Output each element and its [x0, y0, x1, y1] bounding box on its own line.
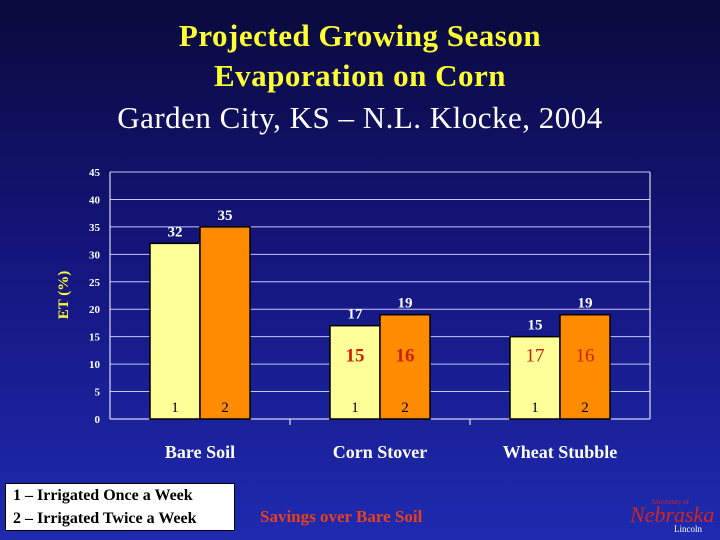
data-label: 35	[218, 208, 233, 224]
data-label: 15	[528, 318, 543, 334]
series-number-label: 1	[531, 400, 539, 416]
legend-line-2: 2 – Irrigated Twice a Week	[13, 510, 197, 527]
bar-series-2	[379, 313, 431, 420]
y-tick-label: 45	[89, 167, 101, 179]
bar-series-1	[149, 242, 201, 420]
y-tick-label: 15	[89, 332, 101, 344]
y-tick-label: 35	[89, 222, 101, 234]
series-number-label: 2	[221, 400, 229, 416]
series-number-label: 2	[581, 400, 589, 416]
x-tick-label: Bare Soil	[165, 442, 235, 462]
bar-series-1	[509, 335, 561, 420]
y-tick-label: 0	[95, 414, 101, 426]
bar-series-2	[199, 226, 251, 420]
logo-campus-text: Lincoln	[674, 524, 702, 534]
data-label: 17	[348, 307, 364, 323]
logo-name-text: Nebraska	[630, 502, 715, 527]
y-tick-label: 5	[95, 387, 101, 399]
data-label: 32	[168, 224, 183, 240]
savings-value-label: 16	[396, 345, 415, 366]
y-tick-label: 40	[89, 194, 101, 206]
title-line-3: Garden City, KS – N.L. Klocke, 2004	[117, 100, 603, 135]
bar-series-1	[329, 324, 381, 420]
logo-university-text: University of	[652, 498, 690, 506]
savings-label: Savings over Bare Soil	[260, 507, 423, 526]
bar-series-2	[559, 313, 611, 420]
series-number-label: 1	[171, 400, 179, 416]
savings-value-label: 15	[346, 345, 365, 366]
title-line-2: Evaporation on Corn	[214, 58, 506, 93]
y-tick-label: 25	[89, 277, 101, 289]
x-tick-label: Corn Stover	[333, 442, 427, 462]
title-line-1: Projected Growing Season	[178, 18, 542, 53]
legend-line-1: 1 – Irrigated Once a Week	[13, 487, 193, 504]
y-tick-label: 10	[89, 359, 101, 371]
data-label: 19	[398, 296, 413, 312]
series-number-label: 2	[401, 400, 409, 416]
y-axis-label: ET (%)	[56, 271, 72, 319]
savings-value-label: 16	[576, 345, 595, 366]
data-label: 19	[578, 296, 593, 312]
x-tick-label: Wheat Stubble	[503, 442, 618, 462]
y-tick-label: 30	[89, 249, 101, 261]
y-tick-label: 20	[89, 304, 101, 316]
legend-box: 1 – Irrigated Once a Week 2 – Irrigated …	[5, 483, 235, 531]
university-logo: University of Nebraska Lincoln	[630, 498, 714, 534]
series-number-label: 1	[351, 400, 359, 416]
savings-value-label: 17	[526, 345, 545, 366]
